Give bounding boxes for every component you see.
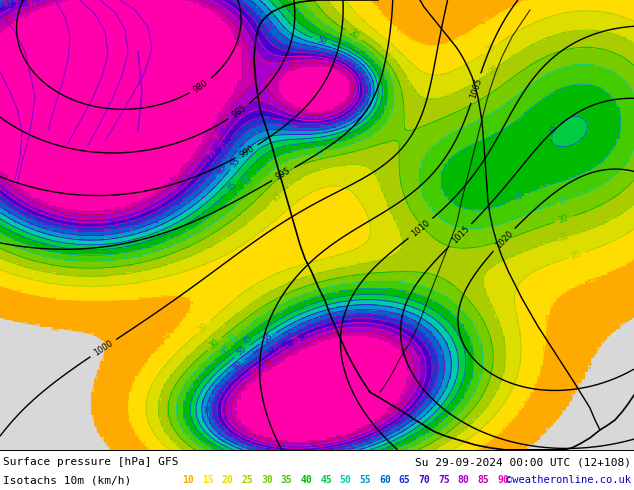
Text: 85: 85 [264,358,277,371]
Text: 980: 980 [191,78,210,94]
Text: 1015: 1015 [450,224,471,245]
Text: 50: 50 [316,35,328,47]
Text: 40: 40 [242,174,256,188]
Text: 55: 55 [229,156,242,170]
Text: 60: 60 [231,360,244,373]
Text: Surface pressure [hPa] GFS: Surface pressure [hPa] GFS [3,457,178,467]
Text: 35: 35 [281,475,293,485]
Text: 15: 15 [481,15,494,27]
Text: 10: 10 [583,359,595,371]
Text: 25: 25 [558,232,570,244]
Text: 45: 45 [320,475,332,485]
Text: 45: 45 [548,123,560,137]
Text: 55: 55 [261,332,274,345]
Text: 70: 70 [1,0,13,11]
Text: 1020: 1020 [493,229,515,250]
Text: 35: 35 [226,331,239,344]
Text: 60: 60 [379,475,391,485]
Text: 40: 40 [219,344,233,358]
Text: 30: 30 [557,214,569,225]
Text: Isotachs 10m (km/h): Isotachs 10m (km/h) [3,475,131,485]
Text: 50: 50 [235,344,249,358]
Text: 75: 75 [206,147,219,160]
Text: 990: 990 [238,144,256,159]
Text: 70: 70 [418,475,430,485]
Text: 80: 80 [212,129,224,142]
Text: 15: 15 [162,330,176,343]
Text: 40: 40 [513,191,526,203]
Text: 70: 70 [271,341,283,353]
Text: 35: 35 [313,147,324,157]
Text: 65: 65 [399,475,411,485]
Text: 10: 10 [49,323,60,333]
Text: 40: 40 [301,475,313,485]
Text: 90: 90 [497,475,509,485]
Text: 85: 85 [287,60,299,71]
Text: 20: 20 [484,42,497,55]
Text: 995: 995 [275,166,292,182]
Text: 60: 60 [216,163,229,176]
Text: 30: 30 [209,337,221,350]
Text: 20: 20 [197,321,210,334]
Text: 75: 75 [438,475,450,485]
Text: 85: 85 [246,57,257,69]
Text: 75: 75 [290,334,302,346]
Text: 80: 80 [458,475,470,485]
Text: 75: 75 [13,0,25,10]
Text: 20: 20 [571,249,583,261]
Text: ©weatheronline.co.uk: ©weatheronline.co.uk [507,475,631,485]
Text: Su 29-09-2024 00:00 UTC (12+108): Su 29-09-2024 00:00 UTC (12+108) [415,457,631,467]
Text: 85: 85 [3,13,16,26]
Text: 25: 25 [270,190,283,203]
Text: 35: 35 [557,196,569,207]
Text: 45: 45 [242,334,255,347]
Text: 80: 80 [26,0,38,9]
Text: 20: 20 [222,475,234,485]
Text: 25: 25 [488,64,500,76]
Text: 85: 85 [477,475,489,485]
Text: 1005: 1005 [469,77,484,99]
Text: 45: 45 [226,180,239,194]
Text: 10: 10 [183,475,195,485]
Text: 25: 25 [242,475,254,485]
Text: 70: 70 [218,140,231,153]
Text: 65: 65 [260,21,273,34]
Text: 1000: 1000 [92,339,115,358]
Text: 985: 985 [230,103,248,120]
Text: 30: 30 [347,28,360,41]
Text: 30: 30 [261,475,273,485]
Text: 55: 55 [359,475,372,485]
Text: 15: 15 [586,273,598,285]
Text: 80: 80 [249,365,261,378]
Text: 50: 50 [340,475,352,485]
Text: 1010: 1010 [410,218,432,239]
Text: 65: 65 [256,346,268,359]
Text: 15: 15 [202,475,214,485]
